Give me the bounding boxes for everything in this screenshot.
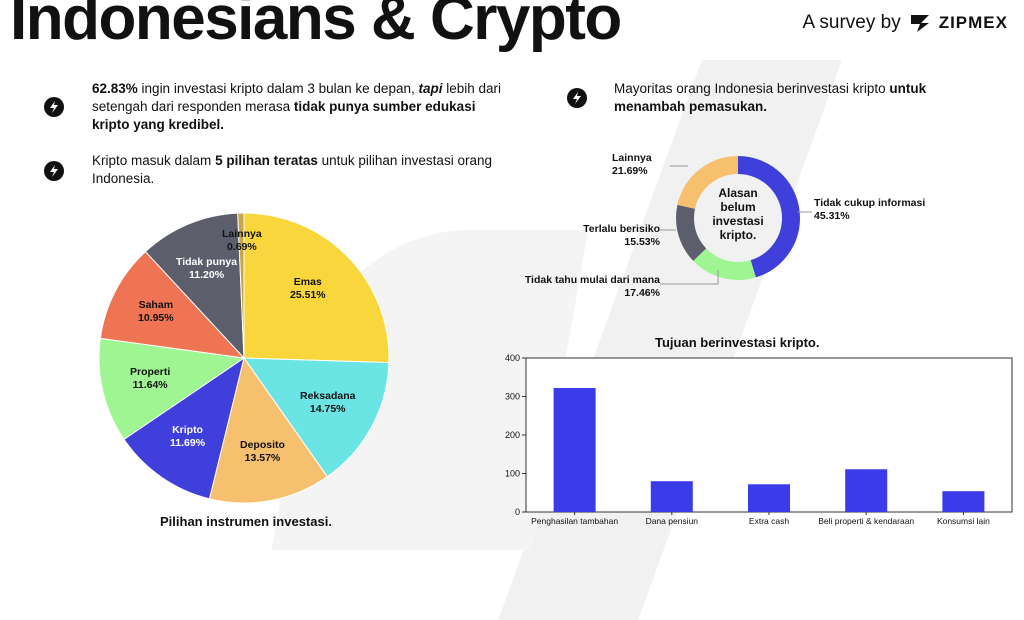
pie-label-reksadana: Reksadana 14.75%: [300, 390, 356, 415]
y-tick-label: 300: [505, 392, 520, 402]
pie-chart-title: Pilihan instrumen investasi.: [160, 514, 332, 529]
purpose-bar-chart: 0 100 200 300 400 Penghasilan tambahan Dana pe…: [505, 353, 1013, 526]
brand-name: ZIPMEX: [938, 13, 1008, 32]
point-text-fragment: 62.83%: [92, 81, 138, 96]
survey-brand: A survey by ZIPMEX: [802, 12, 1008, 34]
pie-slice-properti: [98, 337, 246, 441]
pie-slice-emas: [243, 212, 390, 364]
pie-label-emas: Emas 25.51%: [290, 276, 326, 301]
pie-slice-saham: [99, 250, 246, 359]
pie-label-deposito: Deposito 13.57%: [240, 439, 285, 464]
pie-slice-kripto: [123, 356, 245, 500]
pie-slice-lainnya: [237, 212, 245, 359]
survey-prefix: A survey by: [802, 12, 901, 33]
zipmex-logo-icon: [909, 12, 931, 34]
point-text-fragment: tapi: [418, 81, 443, 96]
bar-penghasilan-tambahan: [553, 388, 596, 512]
bar-beli-properti-kendaraan: [845, 469, 888, 512]
pie-label-properti: Properti 11.64%: [130, 366, 171, 391]
bar-extra-cash: [748, 484, 790, 512]
x-tick-label: Konsumsi lain: [937, 516, 990, 526]
pie-label-lainnya: Lainnya 0.69%: [222, 228, 262, 253]
investment-pie-chart: [98, 212, 390, 504]
bolt-icon: [567, 88, 587, 108]
point-text-fragment: untuk pilihan investasi orang Indonesia.: [92, 153, 492, 186]
y-tick-label: 400: [505, 353, 520, 363]
point-text-fragment: tidak punya sumber edukasi kripto yang k…: [92, 99, 476, 132]
x-tick-label: Dana pensiun: [646, 516, 699, 526]
x-tick-label: Penghasilan tambahan: [531, 516, 618, 526]
donut-label-lainnya: Lainnya 21.69%: [612, 152, 652, 177]
pie-slice-tidak-punya: [144, 212, 245, 360]
bar-dana-pensiun: [650, 481, 693, 512]
point-3-text: Mayoritas orang Indonesia berinvestasi k…: [614, 80, 944, 116]
y-tick-label: 100: [505, 469, 520, 479]
pie-label-kripto: Kripto 11.69%: [170, 424, 206, 449]
point-2-text: Kripto masuk dalam 5 pilihan teratas unt…: [92, 152, 492, 188]
pie-label-tidak-punya: Tidak punya 11.20%: [176, 256, 238, 281]
x-tick-label: Beli properti & kendaraan: [818, 516, 914, 526]
reason-donut-chart: [660, 156, 812, 285]
donut-slice-tidak-tahu-mulai-dari-mana: [676, 156, 800, 280]
y-tick-label: 200: [505, 430, 520, 440]
pie-slice-deposito: [208, 356, 328, 504]
bar-chart-title: Tujuan berinvestasi kripto.: [655, 335, 820, 350]
point-text-fragment: Mayoritas orang Indonesia berinvestasi k…: [614, 81, 890, 96]
bar-konsumsi-lain: [942, 491, 985, 512]
point-text-fragment: ingin investasi kripto dalam 3 bulan ke …: [137, 81, 419, 96]
y-tick-label: 0: [515, 507, 520, 517]
donut-leader-tidak-tahu-mulai: [660, 270, 719, 285]
pie-slice-reksadana: [243, 357, 390, 478]
bolt-icon: [44, 97, 64, 117]
page-title: Indonesians & Crypto: [10, 0, 622, 53]
donut-label-tidak-cukup-informasi: Tidak cukup informasi 45.31%: [814, 197, 926, 222]
donut-label-tidak-tahu-mulai: Tidak tahu mulai dari mana 17.46%: [524, 274, 660, 299]
point-text-fragment: 5 pilihan teratas: [215, 153, 318, 168]
point-text-fragment: lebih dari setengah dari responden meras…: [92, 81, 502, 114]
pie-label-saham: Saham 10.95%: [138, 299, 174, 324]
point-text-fragment: Kripto masuk dalam: [92, 153, 216, 168]
donut-slice-lainnya: [676, 156, 800, 280]
bolt-icon: [44, 161, 64, 181]
point-text-fragment: untuk menambah pemasukan.: [614, 81, 927, 114]
donut-slice-terlalu-berisiko: [676, 156, 800, 280]
donut-center-label: Alasan belum investasi kripto.: [712, 186, 764, 242]
donut-label-terlalu-berisiko: Terlalu berisiko 15.53%: [583, 223, 660, 248]
x-tick-label: Extra cash: [749, 516, 789, 526]
point-1-text: 62.83% ingin investasi kripto dalam 3 bu…: [92, 80, 502, 134]
